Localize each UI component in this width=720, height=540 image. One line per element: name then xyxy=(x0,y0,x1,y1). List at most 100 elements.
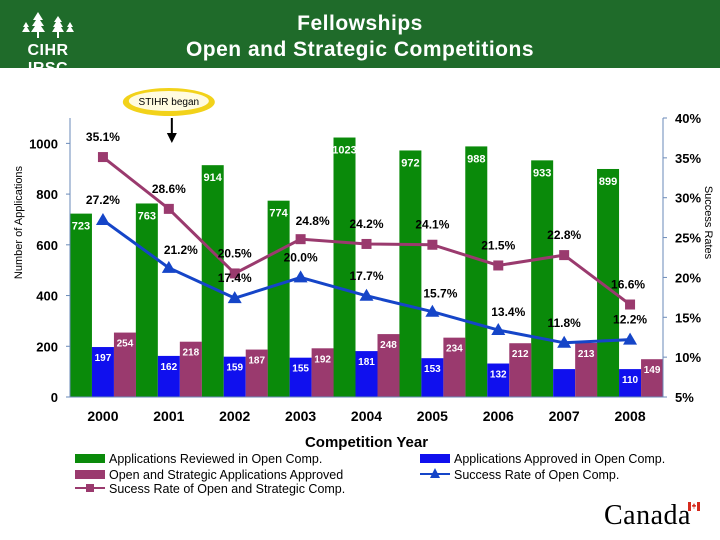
data-label-reviewed: 914 xyxy=(204,172,223,184)
bar-approved-open-strategic xyxy=(377,334,400,397)
y-tick-label: 800 xyxy=(36,187,58,202)
x-tick-label: 2006 xyxy=(483,408,514,424)
y-tick-label: 0 xyxy=(51,390,58,405)
legend-label: Success Rate of Open Comp. xyxy=(454,468,619,482)
x-tick-label: 2007 xyxy=(549,408,580,424)
data-label-approved-open: 197 xyxy=(95,353,112,364)
canada-wordmark: Canada xyxy=(604,500,691,531)
bar-approved-open-strategic xyxy=(443,337,466,397)
data-label-rate-open-strategic: 24.8% xyxy=(296,214,330,228)
marker-square xyxy=(229,268,240,279)
y-tick-label: 600 xyxy=(36,238,58,253)
data-label-rate-open: 21.2% xyxy=(164,243,198,257)
bar-approved-open xyxy=(91,347,114,397)
data-label-rate-open: 12.2% xyxy=(613,313,647,327)
data-label-approved-strategic: 254 xyxy=(117,339,134,350)
data-label-rate-open-strategic: 28.6% xyxy=(152,182,186,196)
data-label-rate-open-strategic: 24.1% xyxy=(415,218,449,232)
data-label-approved-strategic: 218 xyxy=(182,348,199,359)
marker-triangle xyxy=(491,323,506,336)
marker-triangle xyxy=(557,335,572,348)
marker-square xyxy=(625,299,636,310)
data-label-rate-open: 13.4% xyxy=(491,305,525,319)
marker-triangle xyxy=(623,332,638,345)
y-axis-title: Number of Applications xyxy=(13,165,25,279)
bar-approved-open-strategic xyxy=(641,359,664,397)
header-banner: CIHR IRSC Fellowships Open and Strategic… xyxy=(0,0,720,77)
bar-reviewed xyxy=(465,146,488,397)
bar-approved-open xyxy=(355,351,378,397)
logo-text: CIHR IRSC xyxy=(27,42,69,77)
marker-triangle xyxy=(95,213,110,226)
marker-square xyxy=(163,203,174,214)
legend-label: Open and Strategic Applications Approved xyxy=(109,468,343,482)
marker-square xyxy=(493,260,504,271)
legend-label: Applications Approved in Open Comp. xyxy=(454,452,665,466)
data-label-approved-strategic: 192 xyxy=(314,354,331,365)
bar-approved-open-strategic xyxy=(245,349,268,397)
data-label-rate-open: 20.0% xyxy=(284,250,318,264)
bar-approved-open xyxy=(421,358,444,397)
bar-reviewed xyxy=(399,150,422,397)
data-label-reviewed: 933 xyxy=(533,167,551,179)
data-label-reviewed: 1023 xyxy=(332,145,356,157)
x-tick-label: 2008 xyxy=(614,408,645,424)
annotation-label: STIHR began xyxy=(139,97,200,108)
marker-square xyxy=(295,234,306,245)
marker-square xyxy=(361,238,372,249)
bar-approved-open-strategic xyxy=(311,348,334,397)
bar-approved-open xyxy=(157,355,180,397)
bar-reviewed xyxy=(135,203,158,397)
data-label-reviewed: 763 xyxy=(138,210,156,222)
data-label-approved-open: 153 xyxy=(424,364,441,375)
data-label-approved-open: 162 xyxy=(160,362,177,373)
bar-approved-open-strategic xyxy=(509,343,532,397)
marker-triangle xyxy=(293,270,308,283)
data-label-rate-open-strategic: 21.5% xyxy=(481,238,515,252)
legend-marker-triangle xyxy=(430,468,440,478)
marker-triangle xyxy=(425,304,440,317)
x-tick-label: 2003 xyxy=(285,408,316,424)
bar-approved-open xyxy=(223,356,246,397)
data-label-approved-open: 110 xyxy=(622,375,639,386)
data-label-approved-open: 181 xyxy=(358,357,375,368)
marker-triangle xyxy=(161,260,176,273)
data-label-approved-open: 155 xyxy=(292,364,309,375)
y2-tick-label: 20% xyxy=(675,270,701,285)
y2-tick-label: 30% xyxy=(675,191,701,206)
x-tick-label: 2002 xyxy=(219,408,250,424)
data-label-approved-strategic: 248 xyxy=(380,340,397,351)
data-label-rate-open: 11.8% xyxy=(547,316,581,330)
x-tick-label: 2004 xyxy=(351,408,382,424)
y2-tick-label: 15% xyxy=(675,310,701,325)
marker-triangle xyxy=(359,288,374,301)
data-label-rate-open: 17.4% xyxy=(218,271,252,285)
bar-reviewed xyxy=(531,160,554,397)
data-label-reviewed: 774 xyxy=(269,208,288,220)
legend-label: Applications Reviewed in Open Comp. xyxy=(109,452,322,466)
marker-square xyxy=(97,152,108,163)
legend-label: Sucess Rate of Open and Strategic Comp. xyxy=(109,482,345,496)
annotation-bubble-inner xyxy=(128,91,209,111)
data-label-rate-open-strategic: 16.6% xyxy=(611,278,645,292)
y2-axis-title: Success Rates xyxy=(702,186,714,260)
data-label-reviewed: 723 xyxy=(72,221,90,233)
bar-approved-open-strategic xyxy=(179,341,202,397)
bar-reviewed xyxy=(69,213,92,397)
x-tick-label: 2000 xyxy=(87,408,118,424)
bar-approved-open-strategic xyxy=(575,342,598,397)
x-tick-label: 2001 xyxy=(153,408,184,424)
legend-swatch xyxy=(75,454,105,463)
bar-reviewed xyxy=(333,137,356,397)
data-label-reviewed: 972 xyxy=(401,157,419,169)
y-tick-label: 200 xyxy=(36,339,58,354)
y2-tick-label: 40% xyxy=(675,111,701,126)
data-label-approved-strategic: 212 xyxy=(512,349,529,360)
bar-reviewed xyxy=(201,165,224,397)
data-label-rate-open: 27.2% xyxy=(86,193,120,207)
data-label-approved-strategic: 187 xyxy=(248,356,265,367)
data-label-approved-open: 132 xyxy=(490,370,507,381)
data-label-rate-open-strategic: 35.1% xyxy=(86,130,120,144)
marker-square xyxy=(427,239,438,250)
data-label-reviewed: 899 xyxy=(599,176,617,188)
